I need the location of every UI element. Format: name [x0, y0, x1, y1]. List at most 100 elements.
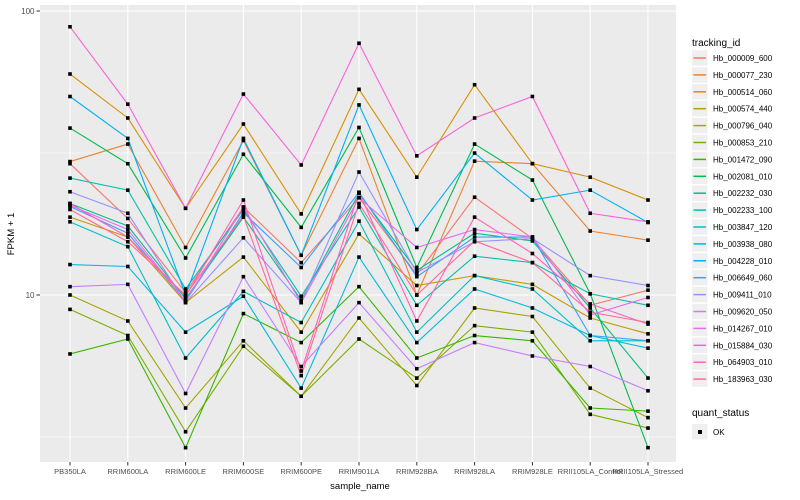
data-point-square — [530, 287, 535, 291]
data-point-square — [472, 142, 477, 146]
data-point-square — [415, 268, 419, 273]
series-lines — [68, 24, 650, 450]
data-point-square — [646, 346, 650, 350]
data-point-square — [646, 332, 650, 336]
data-point-square — [68, 161, 72, 166]
data-point-square — [530, 235, 535, 239]
data-point-square — [530, 338, 535, 343]
data-point-square — [357, 87, 361, 92]
data-point-square — [68, 220, 72, 224]
data-point-square — [472, 239, 477, 243]
data-point-square — [588, 229, 592, 233]
data-point-square — [126, 333, 130, 338]
data-point-square — [126, 319, 130, 323]
data-point-square — [588, 406, 592, 410]
data-point-square — [530, 239, 535, 243]
data-point-square — [588, 291, 592, 296]
data-point-square — [126, 235, 130, 239]
data-point-square — [415, 340, 419, 345]
data-point-square — [415, 272, 419, 277]
data-point-square — [241, 210, 246, 215]
legend-label: Hb_000796_040 — [713, 122, 773, 131]
data-point-square — [530, 282, 535, 287]
data-point-square — [415, 330, 419, 334]
data-point-square — [588, 175, 592, 179]
x-tick-label: RRII105LA_Stressed — [613, 467, 683, 476]
data-point-square — [646, 303, 650, 308]
data-point-square — [68, 189, 72, 194]
legend-label: Hb_000853_210 — [713, 139, 773, 148]
data-point-square — [646, 409, 650, 413]
legend-label: Hb_009620_050 — [713, 308, 773, 317]
data-point-square — [241, 205, 246, 209]
data-point-square — [472, 151, 477, 155]
data-point-square — [241, 255, 246, 259]
legend-title-tracking-id: tracking_id — [692, 38, 740, 49]
data-point-square — [472, 235, 477, 239]
legend-label: Hb_003938_080 — [713, 240, 773, 249]
data-point-square — [241, 207, 246, 212]
data-point-square — [126, 239, 130, 244]
data-point-square — [588, 412, 592, 417]
data-point-square — [646, 415, 650, 420]
legend-quant-status: OK — [692, 424, 725, 440]
data-point-square — [299, 212, 303, 216]
data-point-square — [241, 338, 246, 343]
data-point-square — [646, 338, 650, 343]
x-tick-label: RRIM928BA — [396, 467, 438, 476]
data-point-square — [183, 256, 188, 260]
data-point-square — [357, 136, 361, 141]
quant-status-square-marker-icon — [698, 430, 702, 434]
data-point-square — [241, 214, 246, 218]
data-point-square — [472, 116, 477, 120]
data-point-square — [126, 282, 130, 287]
data-point-square — [472, 333, 477, 338]
data-point-square — [357, 232, 361, 236]
data-point-square — [357, 205, 361, 209]
x-tick-label: RRIM600PE — [280, 467, 322, 476]
data-point-square — [646, 376, 650, 380]
data-point-square — [68, 201, 72, 206]
data-point-square — [472, 273, 477, 278]
data-point-square — [357, 316, 361, 320]
data-point-square — [588, 386, 592, 390]
data-point-square — [183, 406, 188, 410]
legend-entry: Hb_009411_010 — [692, 286, 772, 303]
data-point-square — [415, 319, 419, 323]
data-point-square — [472, 254, 477, 258]
data-point-square — [472, 287, 477, 291]
data-point-square — [415, 293, 419, 297]
data-point-square — [588, 188, 592, 192]
legend-label: Hb_000514_060 — [713, 88, 773, 97]
data-point-square — [530, 178, 535, 182]
legend-label: Hb_000077_230 — [713, 71, 773, 80]
y-tick-label: 10 — [26, 291, 35, 300]
data-point-square — [126, 188, 130, 192]
data-point-square — [68, 159, 72, 164]
data-point-square — [415, 376, 419, 380]
data-point-square — [415, 270, 419, 275]
data-point-square — [357, 103, 361, 107]
data-point-square — [646, 288, 650, 292]
data-point-square — [183, 290, 188, 295]
data-point-square — [588, 333, 592, 338]
legend-label: Hb_014267_010 — [713, 324, 773, 333]
data-point-square — [299, 294, 303, 299]
data-point-square — [646, 283, 650, 288]
data-point-square — [530, 330, 535, 334]
data-point-square — [68, 262, 72, 267]
data-point-square — [357, 41, 361, 46]
data-point-square — [241, 92, 246, 96]
data-point-square — [183, 445, 188, 450]
data-point-square — [299, 260, 303, 265]
data-point-square — [646, 426, 650, 430]
data-point-square — [646, 295, 650, 300]
data-point-square — [68, 215, 72, 219]
data-point-square — [646, 198, 650, 202]
x-tick-label: PB350LA — [54, 467, 86, 476]
x-axis-title: sample_name — [330, 481, 390, 492]
data-point-square — [299, 373, 303, 378]
y-tick-label: 100 — [21, 7, 35, 16]
legend-label: Hb_002232_030 — [713, 189, 773, 198]
data-point-square — [299, 163, 303, 167]
